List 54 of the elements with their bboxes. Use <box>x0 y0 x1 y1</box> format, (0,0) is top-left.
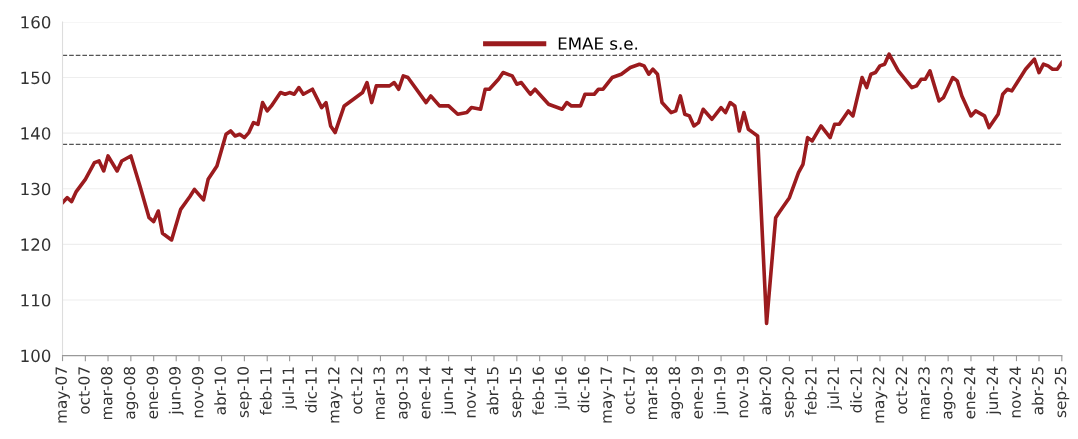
x-tick-label: ago-13 <box>396 367 411 419</box>
x-tick-label: mar-13 <box>373 367 385 420</box>
x-tick-label: nov-19 <box>736 367 749 418</box>
x-tick-label: ene-24 <box>963 366 976 419</box>
y-tick-label: 110 <box>21 293 51 307</box>
x-tick-label: dic-11 <box>305 367 317 413</box>
x-tick-label: jun-24 <box>986 366 1002 415</box>
x-tick-label: ene-19 <box>691 367 703 419</box>
x-tick-label: nov-14 <box>464 366 476 418</box>
x-tick-label: nov-24 <box>1009 366 1021 418</box>
x-tick-label: jun-19 <box>713 367 729 415</box>
y-tick-label: 120 <box>21 238 51 251</box>
x-tick-label: sep-25 <box>1054 367 1070 418</box>
x-tick-label: ene-14 <box>419 366 431 419</box>
x-tick-label: jul-16 <box>554 366 570 410</box>
x-tick-label: dic-16 <box>577 366 590 413</box>
x-tick-label: sep-15 <box>509 367 525 418</box>
x-tick-label: abr-15 <box>486 367 499 415</box>
x-tick-label: jul-21 <box>827 367 842 410</box>
y-tick-label: 150 <box>21 71 51 85</box>
x-tick-label: nov-09 <box>191 367 204 418</box>
x-tick-label: mar-23 <box>918 367 930 420</box>
x-tick-label: oct-17 <box>623 367 635 414</box>
x-tick-label: abr-20 <box>759 367 772 415</box>
x-tick-label: jun-14 <box>441 366 457 415</box>
legend-label: EMAE s.e. <box>558 37 638 50</box>
x-tick-label: ago-08 <box>123 367 139 419</box>
x-tick-label: sep-10 <box>237 367 252 418</box>
x-tick-label: feb-21 <box>804 367 817 416</box>
x-tick-label: ago-23 <box>941 367 956 419</box>
x-tick-label: ago-18 <box>668 367 684 419</box>
line-series <box>62 52 1062 326</box>
y-tick-label: 160 <box>21 15 51 29</box>
x-tick-label: abr-25 <box>1031 367 1044 415</box>
x-tick-label: jul-11 <box>282 367 297 410</box>
x-tick-label: oct-12 <box>350 367 363 414</box>
x-tick-label: feb-11 <box>259 367 272 416</box>
x-tick-label: feb-16 <box>532 366 545 416</box>
x-tick-label: dic-21 <box>850 367 862 413</box>
x-tick-label: may-12 <box>327 367 343 423</box>
x-tick-label: oct-07 <box>78 367 90 414</box>
x-tick-label: sep-20 <box>782 367 797 418</box>
x-tick-label: abr-10 <box>214 367 226 415</box>
x-tick-label: may-17 <box>600 367 615 423</box>
x-tick-label: jun-09 <box>168 367 184 415</box>
y-tick-label: 140 <box>21 127 51 140</box>
y-tick-label: 130 <box>21 182 51 196</box>
x-tick-label: may-22 <box>872 367 888 423</box>
x-tick-label: mar-08 <box>100 367 113 420</box>
x-tick-label: oct-22 <box>895 367 908 414</box>
y-tick-label: 100 <box>21 349 51 363</box>
x-tick-label: mar-18 <box>645 367 658 420</box>
x-tick-label: ene-09 <box>146 367 159 419</box>
x-tick-label: may-07 <box>55 367 70 423</box>
